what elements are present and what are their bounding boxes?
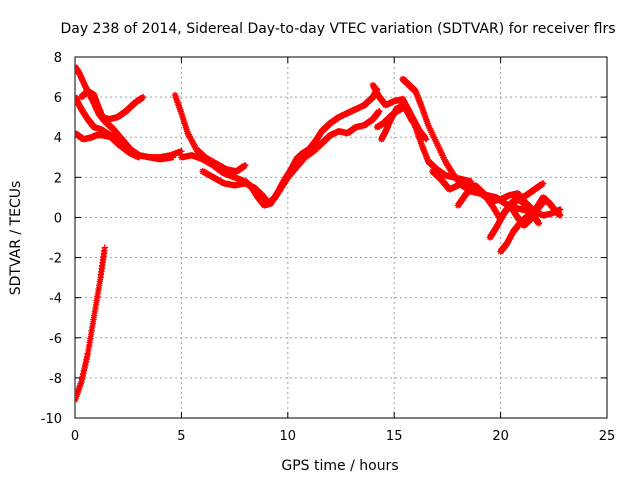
data-point [93,297,100,304]
data-point [242,162,249,169]
data-point [422,136,430,143]
y-axis: -10 -8 -6 -4 -2 0 2 4 6 8 [41,51,607,427]
x-tick-label: 15 [386,429,403,444]
chart-title: Day 238 of 2014, Sidereal Day-to-day VTE… [60,21,615,37]
data-point [92,301,100,308]
data-point [437,149,445,156]
data-point [89,323,96,331]
data-point [441,156,448,163]
data-point [539,180,547,187]
y-tick-label: -6 [49,332,62,347]
plot-frame [74,56,608,419]
data-point [440,154,447,161]
data-point [139,93,147,101]
data-point [86,339,93,346]
data-point [94,289,102,297]
y-tick-label: -4 [49,292,62,307]
data-point [89,320,97,327]
data-point [430,132,437,140]
data-point [535,220,543,227]
data-point [439,152,446,160]
y-tick-label: 8 [54,51,62,66]
data-points [75,63,564,404]
x-tick-label: 0 [71,429,79,444]
series-arc-c [75,93,185,161]
data-point [178,148,185,155]
data-point [92,304,99,312]
data-point [87,335,94,342]
x-tick-label: 20 [492,429,509,444]
data-point [556,212,564,219]
y-tick-label: -2 [49,252,62,267]
x-tick-label: 5 [177,429,185,444]
y-tick-label: -10 [41,412,62,427]
data-point [87,331,95,338]
series-arc-rising-start [75,244,108,404]
y-tick-label: 2 [54,171,62,186]
x-tick-label: 10 [280,429,297,444]
data-point [432,138,440,145]
y-axis-title: SDTVAR / TECUs [8,181,24,296]
data-point [85,343,93,350]
data-point [96,282,103,289]
y-tick-label: 4 [54,131,62,146]
data-point [436,145,443,152]
plot-border [74,56,608,419]
y-tick-label: -8 [49,372,62,387]
data-point [427,127,435,134]
x-tick-label: 25 [599,429,616,444]
x-axis: 0 5 10 15 20 25 [71,57,615,444]
data-point [434,141,441,149]
data-point [425,121,432,129]
series-arc-g [199,107,383,207]
series-arc-p [508,194,564,229]
data-point [429,131,436,138]
data-point [433,140,440,147]
data-point [84,350,91,358]
series-arc-d [78,87,147,123]
data-point [438,150,446,158]
data-point [94,293,101,300]
data-point [431,134,438,142]
data-point [376,107,383,115]
series-arc-n [486,196,543,241]
data-point [90,312,98,319]
data-point [88,327,95,335]
x-axis-title: GPS time / hours [281,458,398,474]
data-point [101,244,108,251]
data-point [426,125,434,132]
data-point [425,123,433,131]
data-point [435,143,442,151]
data-point [95,285,102,293]
data-point [91,308,98,316]
data-point [431,136,439,143]
data-point [85,346,92,354]
y-tick-label: 6 [54,91,62,106]
data-point [96,278,104,285]
grid [75,57,607,418]
data-point [414,123,421,131]
data-point [436,147,444,154]
series-arc-j [378,101,421,143]
data-point [90,316,97,323]
y-tick-label: 0 [54,211,62,226]
data-point [428,129,435,136]
